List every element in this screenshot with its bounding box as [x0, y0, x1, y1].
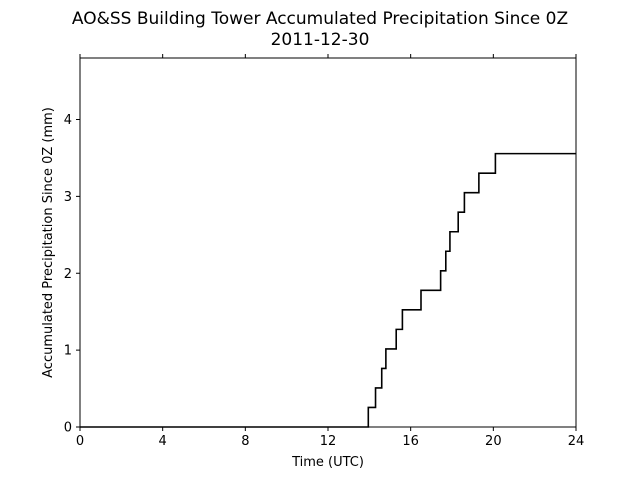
y-tick-label: 1	[64, 344, 72, 359]
x-tick-label: 20	[485, 434, 502, 449]
x-axis-label: Time (UTC)	[291, 455, 364, 470]
chart-subtitle: 2011-12-30	[271, 30, 370, 50]
y-axis-label: Accumulated Precipitation Since 0Z (mm)	[41, 107, 56, 378]
x-tick-label: 8	[241, 434, 249, 449]
x-tick-label: 24	[568, 434, 585, 449]
y-tick-label: 4	[64, 113, 72, 128]
y-tick-label: 2	[64, 267, 72, 282]
y-tick-label: 0	[64, 421, 72, 436]
x-tick-label: 0	[76, 434, 84, 449]
x-tick-label: 16	[402, 434, 419, 449]
plot-frame	[79, 57, 577, 428]
y-tick-label: 3	[64, 190, 72, 205]
plot-marks	[80, 152, 576, 428]
x-axis-ticks: 0 4 8 12 16 20 24	[76, 54, 584, 449]
chart-title: AO&SS Building Tower Accumulated Precipi…	[72, 9, 568, 29]
x-tick-label: 4	[159, 434, 167, 449]
y-axis-ticks: 0 1 2 3 4	[64, 113, 80, 436]
precipitation-series-line	[80, 152, 576, 428]
x-tick-label: 12	[320, 434, 337, 449]
